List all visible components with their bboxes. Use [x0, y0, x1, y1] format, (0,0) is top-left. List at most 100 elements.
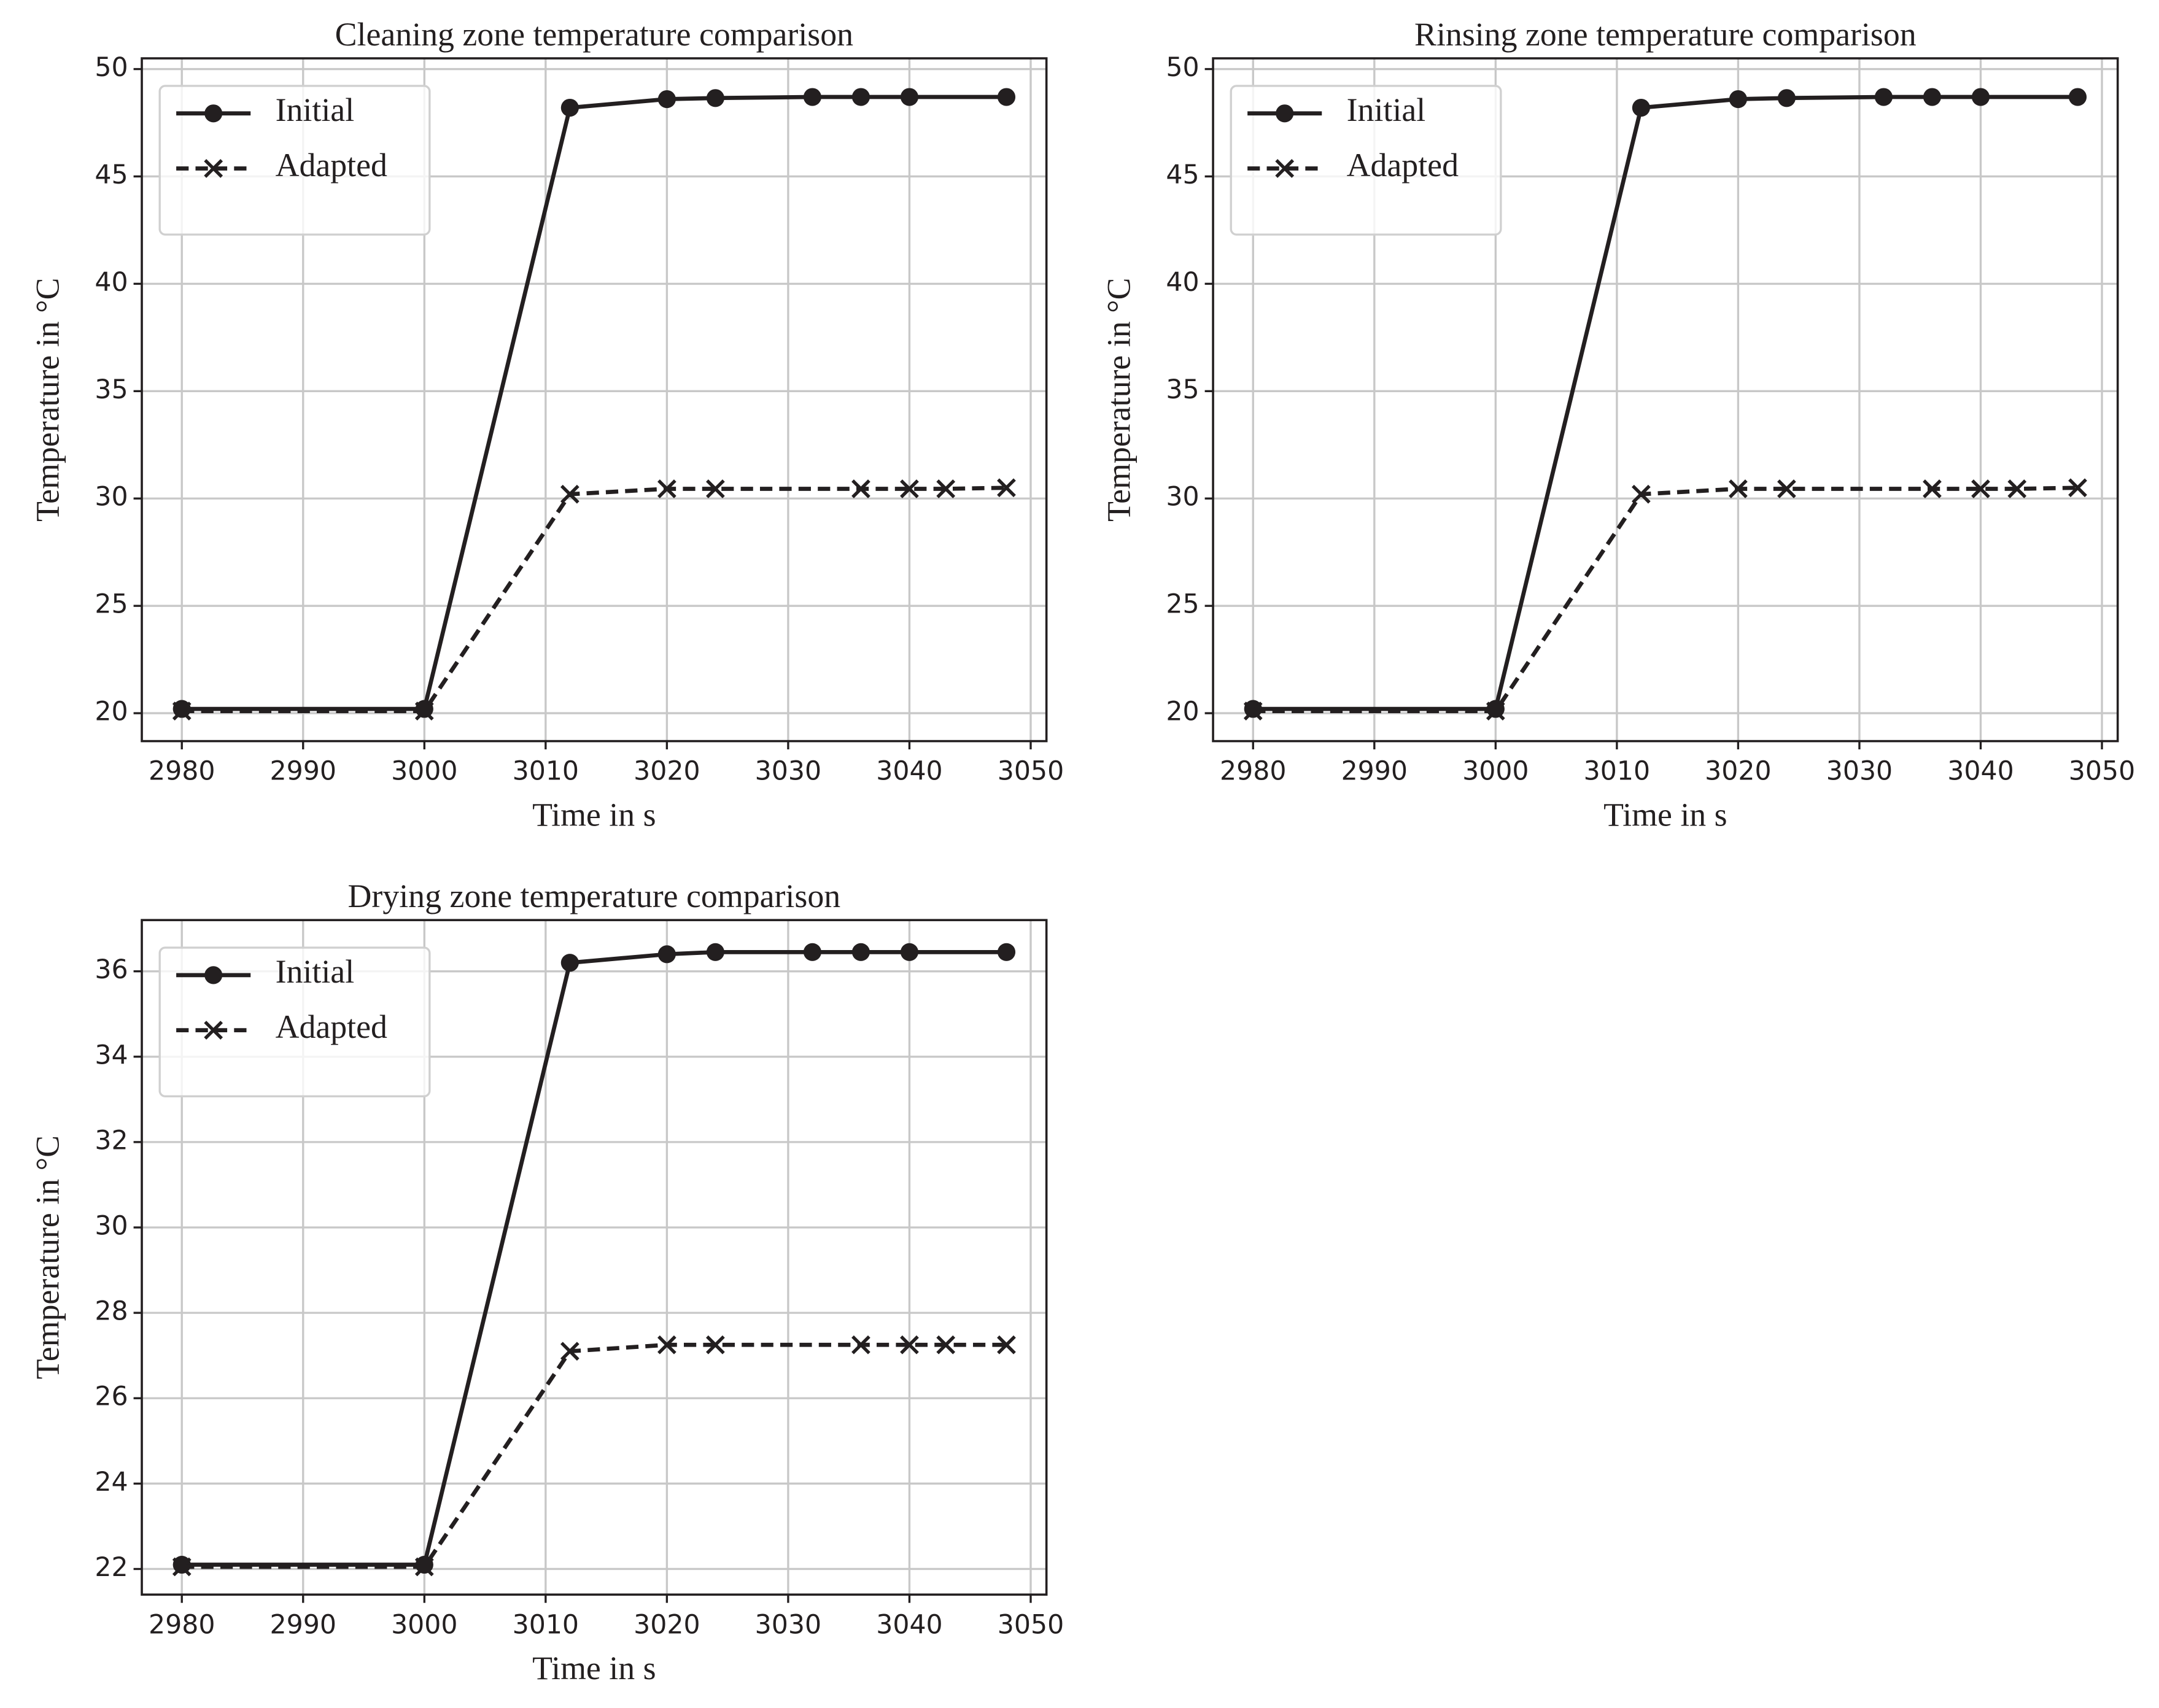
legend-marker [204, 104, 223, 123]
x-tick-label: 2990 [270, 1609, 336, 1640]
plot-frame [141, 919, 1048, 1596]
marker [997, 1335, 1016, 1354]
y-tick-label: 20 [95, 697, 128, 727]
marker [172, 701, 192, 721]
legend-label: Initial [276, 953, 355, 990]
series-line [182, 485, 1007, 713]
x-tick-label: 3050 [2069, 756, 2135, 787]
marker [803, 88, 821, 106]
x-tick-label: 3000 [391, 756, 457, 787]
legend-label: Initial [276, 91, 355, 128]
y-tick-label: 50 [1166, 52, 1199, 83]
legend-box [158, 946, 431, 1097]
marker [851, 943, 870, 961]
plot-frame [1212, 57, 2119, 743]
chart-title: Cleaning zone temperature comparison [335, 16, 854, 53]
marker [851, 479, 870, 498]
x-axis-label: Time in s [532, 1650, 656, 1687]
y-tick-label: 32 [95, 1125, 128, 1156]
marker [900, 1335, 919, 1354]
marker [936, 479, 956, 498]
y-tick-label: 35 [1166, 374, 1199, 405]
y-tick-label: 20 [1166, 697, 1199, 727]
x-tick-label: 3030 [755, 1609, 821, 1640]
marker [560, 98, 579, 117]
y-tick-label: 45 [1166, 160, 1199, 190]
marker [997, 943, 1016, 961]
legend-label: Adapted [276, 147, 387, 184]
marker [803, 943, 821, 961]
series-line [1253, 485, 2078, 713]
x-tick-label: 2980 [149, 756, 215, 787]
y-tick-label: 40 [1166, 267, 1199, 298]
y-tick-label: 30 [95, 1211, 128, 1242]
x-tick-label: 2980 [1220, 756, 1286, 787]
y-tick-label: 22 [95, 1552, 128, 1583]
marker [997, 478, 1016, 498]
marker [414, 1557, 434, 1577]
y-tick-label: 25 [95, 589, 128, 620]
marker [657, 479, 676, 498]
marker [900, 479, 919, 498]
x-tick-label: 3030 [755, 756, 821, 787]
x-tick-label: 3040 [876, 1609, 942, 1640]
marker [657, 945, 676, 964]
marker [1632, 484, 1651, 504]
y-tick-label: 30 [95, 482, 128, 512]
chart-panel: 2980 2990 3000 3010 3020 3030 3040 3050 20 25 30 35… [29, 16, 1064, 833]
chart-panel: 2980 2990 3000 3010 3020 3030 3040 3050 20 25 30 35… [1100, 16, 2135, 833]
marker [1486, 701, 1505, 721]
legend-marker [204, 1021, 223, 1040]
legend-label: Initial [1347, 91, 1426, 128]
marker [657, 1335, 676, 1354]
x-tick-label: 3020 [634, 1609, 700, 1640]
marker [2068, 478, 2087, 498]
marker [900, 88, 919, 106]
marker [1729, 90, 1747, 109]
x-tick-label: 3000 [1462, 756, 1529, 787]
y-tick-label: 36 [95, 954, 128, 985]
legend-box [1230, 85, 1502, 236]
marker [1923, 88, 1942, 106]
legend-marker [204, 159, 223, 178]
marker [1243, 701, 1263, 721]
marker [851, 88, 870, 106]
x-tick-label: 3040 [876, 756, 942, 787]
x-axis-label: Time in s [1603, 797, 1727, 833]
x-tick-label: 3040 [1947, 756, 2014, 787]
y-axis-label: Temperature in °C [1100, 278, 1137, 522]
x-axis-label: Time in s [532, 797, 656, 833]
x-tick-label: 3020 [634, 756, 700, 787]
marker [1971, 479, 1990, 498]
marker [900, 943, 919, 961]
x-tick-label: 2990 [1341, 756, 1408, 787]
y-tick-label: 35 [95, 374, 128, 405]
x-tick-label: 3020 [1705, 756, 1771, 787]
marker [1923, 479, 1942, 498]
x-tick-label: 3050 [998, 1609, 1064, 1640]
y-tick-label: 25 [1166, 589, 1199, 620]
marker [851, 1335, 870, 1354]
marker [706, 479, 725, 498]
series-line [182, 1342, 1007, 1569]
marker [706, 943, 724, 961]
plot-frame [141, 57, 1048, 743]
y-tick-label: 34 [95, 1040, 128, 1070]
marker [706, 1335, 725, 1354]
legend-label: Adapted [1347, 147, 1459, 184]
x-tick-label: 3050 [998, 756, 1064, 787]
marker [2007, 479, 2027, 498]
y-tick-label: 50 [95, 52, 128, 83]
y-tick-label: 26 [95, 1381, 128, 1412]
marker [2068, 88, 2087, 106]
marker [1777, 89, 1796, 107]
x-tick-label: 2990 [270, 756, 336, 787]
marker [1874, 88, 1893, 106]
y-tick-label: 24 [95, 1467, 128, 1497]
marker [706, 89, 724, 107]
y-tick-label: 30 [1166, 482, 1199, 512]
chart-panel: 2980 2990 3000 3010 3020 3030 3040 3050 22 24 26 28… [29, 878, 1064, 1687]
marker [560, 484, 579, 504]
